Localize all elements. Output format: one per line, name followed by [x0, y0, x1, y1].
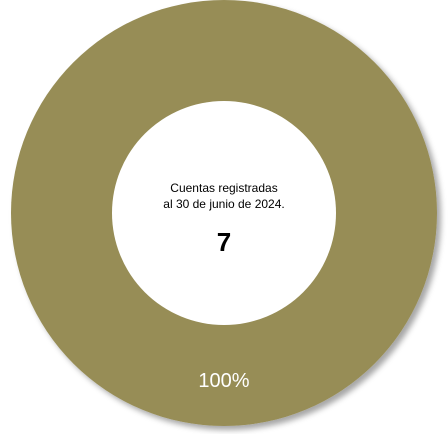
center-caption-line-2: al 30 de junio de 2024. [163, 197, 285, 211]
center-total-value: 7 [216, 227, 232, 257]
center-caption-line-1: Cuentas registradas [170, 181, 278, 195]
donut-hole [112, 101, 336, 325]
slice-data-label: 100% [198, 370, 250, 392]
